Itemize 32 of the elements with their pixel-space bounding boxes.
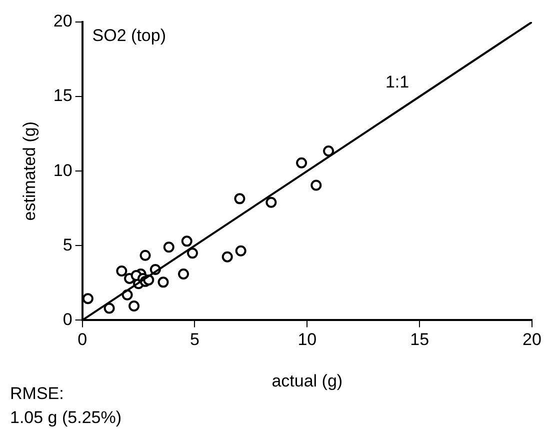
point <box>128 300 140 312</box>
x-axis-title: actual (g) <box>272 371 343 390</box>
x-tick-label: 0 <box>78 330 88 350</box>
point <box>323 145 334 156</box>
point <box>186 248 198 259</box>
y-axis-title: estimated (g) <box>20 122 39 221</box>
text: RMSE: 1.05 g (5.25%) <box>10 384 122 428</box>
point <box>140 250 151 261</box>
point <box>82 293 94 304</box>
point <box>296 157 308 168</box>
point <box>158 276 169 288</box>
x-tick-label: 10 <box>298 330 317 350</box>
point <box>178 268 189 280</box>
y-tick-label: 0 <box>62 310 72 329</box>
x-tick-label: 5 <box>190 330 200 350</box>
chart-title: SO2 (top) <box>92 26 166 46</box>
point <box>116 265 128 276</box>
series-label: 1:1 <box>385 72 410 92</box>
point <box>266 196 277 208</box>
point <box>222 251 233 262</box>
point <box>310 180 322 191</box>
point <box>181 236 192 247</box>
y-tick-label: 10 <box>53 160 72 180</box>
point <box>163 242 174 253</box>
y-tick-label: 15 <box>53 86 72 106</box>
point <box>104 302 115 314</box>
point <box>235 245 246 256</box>
point <box>234 193 246 204</box>
y-tick-label: 5 <box>62 235 72 254</box>
x-tick-label: 15 <box>410 330 430 350</box>
x-tick-label: 20 <box>522 330 542 350</box>
y-tick-label: 20 <box>53 12 72 31</box>
